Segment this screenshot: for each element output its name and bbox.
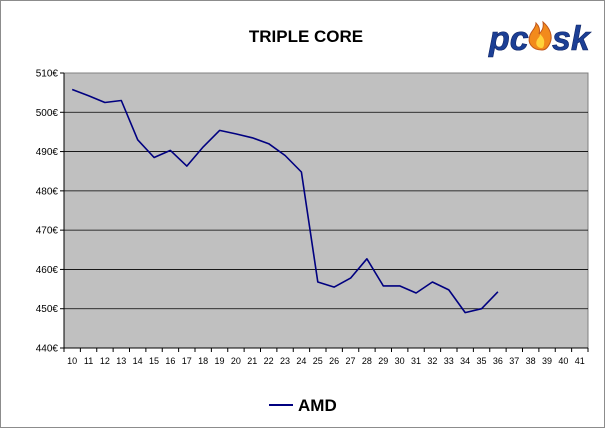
- x-tick-label-25: 25: [313, 356, 323, 366]
- x-tick-label-15: 15: [149, 356, 159, 366]
- legend-label-amd: AMD: [298, 396, 337, 415]
- svg-text:sk: sk: [552, 20, 592, 58]
- x-tick-label-17: 17: [182, 356, 192, 366]
- plot-area: [64, 73, 588, 348]
- x-tick-label-40: 40: [558, 356, 568, 366]
- y-tick-label-440: 440€: [36, 344, 59, 355]
- x-tick-label-28: 28: [362, 356, 372, 366]
- y-tick-label-500: 500€: [36, 108, 59, 119]
- y-tick-label-460: 460€: [36, 265, 59, 276]
- x-tick-label-21: 21: [247, 356, 257, 366]
- x-tick-label-27: 27: [346, 356, 356, 366]
- chart-title: TRIPLE CORE: [249, 27, 363, 46]
- x-tick-label-31: 31: [411, 356, 421, 366]
- x-tick-label-24: 24: [296, 356, 306, 366]
- y-tick-label-480: 480€: [36, 186, 59, 197]
- x-tick-label-13: 13: [116, 356, 126, 366]
- x-tick-label-39: 39: [542, 356, 552, 366]
- x-tick-label-34: 34: [460, 356, 470, 366]
- x-tick-label-29: 29: [378, 356, 388, 366]
- x-tick-label-36: 36: [493, 356, 503, 366]
- y-tick-label-470: 470€: [36, 226, 59, 237]
- flame-icon: [529, 22, 551, 50]
- svg-text:pc: pc: [488, 20, 529, 58]
- x-tick-label-11: 11: [84, 356, 93, 366]
- y-tick-label-450: 450€: [36, 304, 59, 315]
- x-tick-label-14: 14: [133, 356, 143, 366]
- x-tick-label-20: 20: [231, 356, 241, 366]
- x-tick-label-16: 16: [165, 356, 175, 366]
- x-tick-label-18: 18: [198, 356, 208, 366]
- y-tick-label-490: 490€: [36, 147, 59, 158]
- x-tick-label-33: 33: [444, 356, 454, 366]
- x-tick-label-30: 30: [395, 356, 405, 366]
- x-tick-label-38: 38: [526, 356, 536, 366]
- x-tick-label-32: 32: [427, 356, 437, 366]
- x-tick-label-37: 37: [509, 356, 519, 366]
- pcask-logo: pc sk: [488, 20, 592, 58]
- legend: AMD: [269, 396, 337, 415]
- x-tick-label-12: 12: [100, 356, 110, 366]
- x-tick-label-26: 26: [329, 356, 339, 366]
- x-tick-label-22: 22: [264, 356, 274, 366]
- y-tick-label-510: 510€: [36, 69, 59, 80]
- x-tick-label-19: 19: [215, 356, 225, 366]
- x-tick-label-35: 35: [477, 356, 487, 366]
- y-axis: 440€ 450€ 460€ 470€ 480€ 490€ 500€ 510€: [36, 69, 64, 355]
- x-axis: 10 11 12 13 14 15 16 17 18 19 20 21 22 23 24 25 26 27 28 29…: [64, 348, 588, 366]
- x-tick-label-10: 10: [67, 356, 77, 366]
- x-tick-label-23: 23: [280, 356, 290, 366]
- x-tick-label-41: 41: [575, 356, 585, 366]
